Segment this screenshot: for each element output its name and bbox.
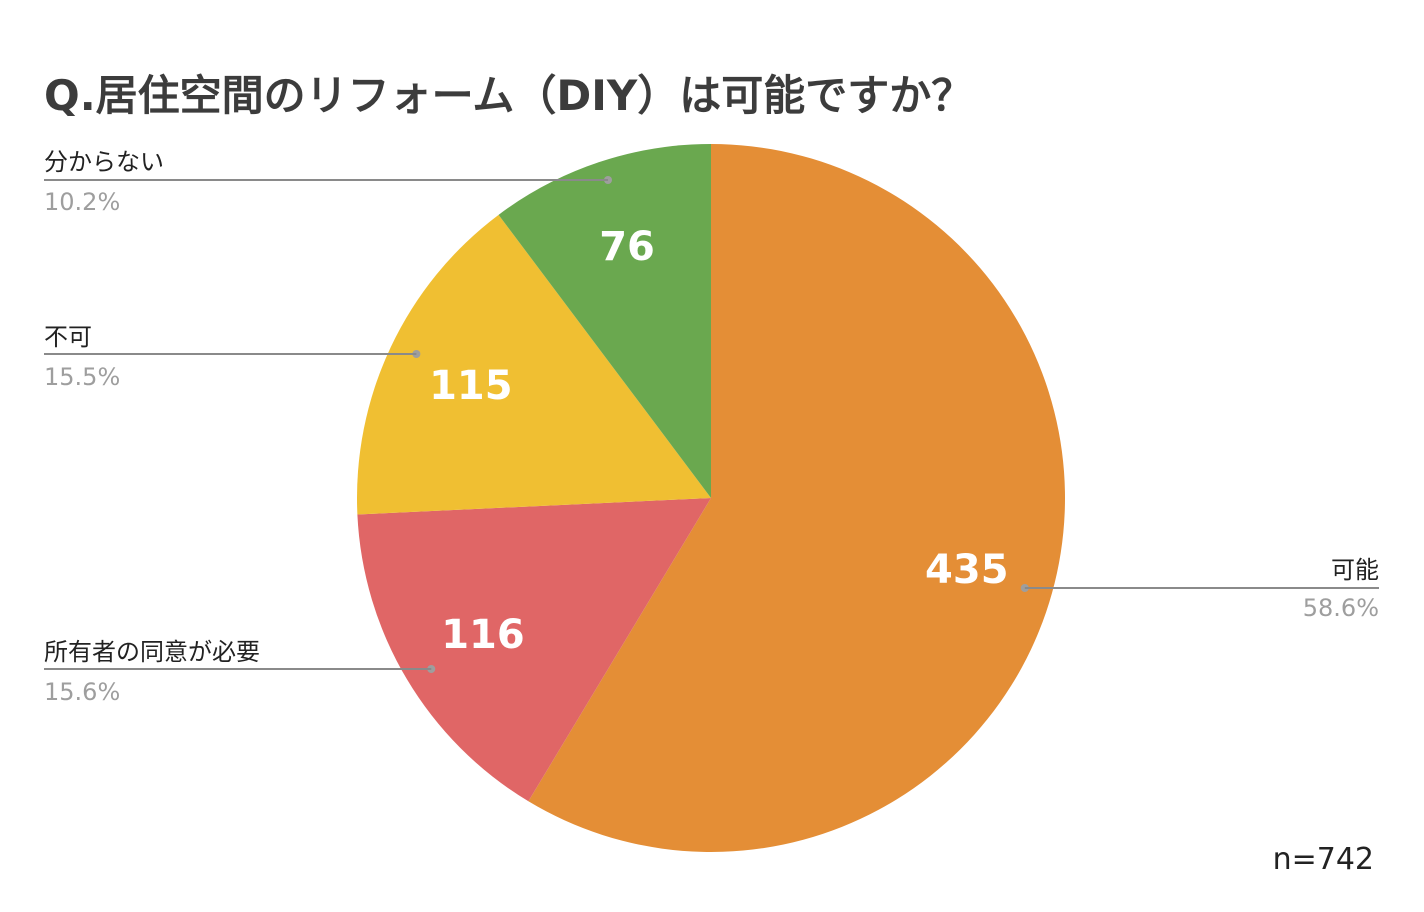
pie-slices — [357, 144, 1066, 852]
slice-value-label: 115 — [429, 363, 513, 409]
pie-slice — [498, 144, 711, 498]
pie-slice — [357, 498, 711, 802]
leader-lines — [44, 176, 1379, 673]
slice-percent-label: 15.5% — [44, 363, 120, 391]
pie-slice — [357, 214, 711, 515]
pie-slice — [528, 144, 1066, 852]
chart-title: Q.居住空間のリフォーム（DIY）は可能ですか？ — [44, 71, 974, 120]
slice-percent-label: 58.6% — [1303, 594, 1379, 622]
slice-name-label: 不可 — [44, 323, 92, 351]
sample-size-note: n=742 — [1272, 842, 1374, 877]
slice-percent-label: 15.6% — [44, 678, 120, 706]
slice-name-label: 分からない — [44, 148, 164, 176]
slice-name-label: 所有者の同意が必要 — [44, 638, 260, 666]
pie-labels: 435 可能 58.6% 116 所有者の同意が必要 15.6% 115 不可 15.5% 76 分… — [44, 148, 1379, 706]
slice-value-label: 435 — [925, 547, 1009, 593]
slice-percent-label: 10.2% — [44, 188, 120, 216]
slice-value-label: 116 — [441, 612, 525, 658]
slice-name-label: 可能 — [1331, 556, 1379, 584]
slice-value-label: 76 — [599, 224, 655, 270]
